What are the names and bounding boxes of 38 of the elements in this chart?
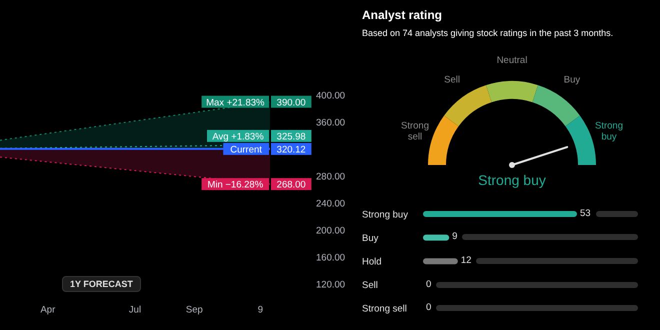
y-tick-label: 240.00 xyxy=(316,198,346,210)
category-label: Sell xyxy=(444,74,460,86)
x-tick-label: Sep xyxy=(186,304,203,316)
y-tick-label: Sell xyxy=(362,280,378,292)
x-tick-label: Jul xyxy=(128,304,142,316)
y-tick-label: 360.00 xyxy=(316,117,346,128)
data-label: 0 xyxy=(426,278,432,291)
annotation: 1Y FORECAST xyxy=(62,276,141,292)
category-label: Buy xyxy=(564,74,580,86)
annotation: Min −16.28% xyxy=(207,180,264,191)
y-tick-label: 200.00 xyxy=(316,225,346,236)
y-tick-label: Hold xyxy=(362,256,382,268)
data-label: 12 xyxy=(460,255,472,267)
category-label: Strong sell xyxy=(400,120,429,142)
y-tick-label: 120.00 xyxy=(316,279,346,290)
y-tick-label: Buy xyxy=(362,232,379,244)
data-label: 325.98 xyxy=(276,131,306,142)
text: Analyst rating xyxy=(362,8,442,22)
y-tick-label: Strong sell xyxy=(362,304,407,315)
y-tick-label: Strong buy xyxy=(362,209,408,220)
y-tick-label: 280.00 xyxy=(316,171,346,182)
y-tick-label: 400.00 xyxy=(316,90,346,102)
data-label: 53 xyxy=(580,208,591,220)
data-label: 268.00 xyxy=(276,180,306,191)
data-label: 320.12 xyxy=(276,144,306,156)
annotation: Current xyxy=(230,144,262,156)
x-tick-label: Apr xyxy=(40,304,56,316)
category-label: Strong buy xyxy=(595,120,624,142)
x-tick-label: 9 xyxy=(258,304,264,316)
y-tick-label: 160.00 xyxy=(316,252,346,264)
category-label: Neutral xyxy=(496,55,528,66)
category-label: Strong buy xyxy=(477,172,547,188)
data-label: 9 xyxy=(452,231,458,244)
annotation: Avg +1.83% xyxy=(212,131,264,142)
data-label: 390.00 xyxy=(276,97,306,108)
text: Based on 74 analysts giving stock ratings in the past 3 months. xyxy=(362,28,614,38)
annotation: Max +21.83% xyxy=(206,97,266,108)
data-label: 0 xyxy=(426,302,432,314)
